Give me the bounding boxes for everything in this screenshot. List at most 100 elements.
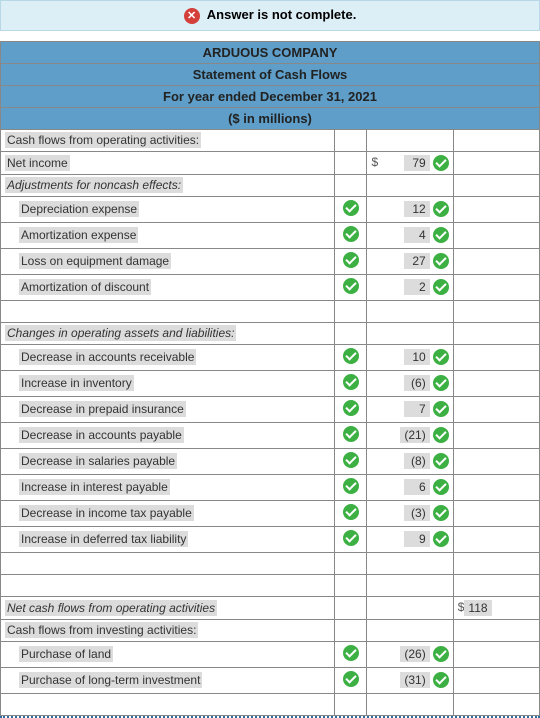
line-item-label: Loss on equipment damage (19, 253, 171, 269)
check-icon (433, 427, 449, 443)
check-icon (433, 505, 449, 521)
header-units: ($ in millions) (1, 107, 540, 129)
table-row: Loss on equipment damage 27 (1, 248, 540, 274)
dotted-separator (0, 716, 540, 718)
check-icon (343, 252, 359, 268)
line-item-value: (8) (404, 453, 430, 469)
line-item-label: Decrease in prepaid insurance (19, 401, 186, 417)
check-icon (433, 479, 449, 495)
dollar-sign: $ (458, 600, 465, 614)
check-icon (343, 226, 359, 242)
line-item-value: (6) (404, 375, 430, 391)
status-banner: ✕ Answer is not complete. (0, 0, 540, 31)
table-row: Amortization expense 4 (1, 222, 540, 248)
check-icon (433, 227, 449, 243)
check-icon (343, 374, 359, 390)
check-icon (343, 671, 359, 687)
table-row: Decrease in salaries payable (8) (1, 448, 540, 474)
check-icon (433, 349, 449, 365)
line-item-label: Increase in inventory (19, 375, 134, 391)
table-row (1, 300, 540, 322)
table-row (1, 574, 540, 596)
line-item-value: 4 (404, 227, 430, 243)
line-item-label: Increase in deferred tax liability (19, 531, 188, 547)
cashflow-table: ARDUOUS COMPANY Statement of Cash Flows … (0, 41, 540, 716)
check-icon (433, 646, 449, 662)
check-icon (433, 401, 449, 417)
table-row: Decrease in income tax payable (3) (1, 500, 540, 526)
check-icon (343, 504, 359, 520)
check-icon (433, 253, 449, 269)
check-icon (343, 348, 359, 364)
adjustments-header: Adjustments for noncash effects: (5, 177, 183, 193)
line-item-value: 7 (404, 401, 430, 417)
table-row: Cash flows from operating activities: (1, 129, 540, 151)
line-item-label: Purchase of land (19, 646, 113, 662)
line-item-value: (31) (400, 672, 429, 688)
line-item-label: Increase in interest payable (19, 479, 170, 495)
table-row: Net income $ 79 (1, 151, 540, 174)
line-item-label: Depreciation expense (19, 201, 139, 217)
check-icon (433, 279, 449, 295)
table-row: Depreciation expense 12 (1, 196, 540, 222)
table-row: Decrease in accounts receivable 10 (1, 344, 540, 370)
check-icon (343, 426, 359, 442)
table-row: Increase in deferred tax liability 9 (1, 526, 540, 552)
line-item-value: 9 (404, 531, 430, 547)
table-row: Changes in operating assets and liabilit… (1, 322, 540, 344)
net-operating-value: 118 (464, 600, 491, 616)
net-income-label: Net income (5, 155, 70, 171)
check-icon (343, 478, 359, 494)
line-item-value: 10 (404, 349, 430, 365)
check-icon (433, 155, 449, 171)
check-icon (343, 452, 359, 468)
table-row: Amortization of discount 2 (1, 274, 540, 300)
line-item-value: (26) (400, 646, 429, 662)
table-row (1, 552, 540, 574)
table-row: Purchase of land (26) (1, 641, 540, 667)
table-row: Net cash flows from operating activities… (1, 596, 540, 619)
table-row: Adjustments for noncash effects: (1, 174, 540, 196)
error-icon: ✕ (184, 8, 200, 24)
check-icon (433, 531, 449, 547)
table-row (1, 693, 540, 715)
line-item-value: 27 (404, 253, 430, 269)
net-operating-label: Net cash flows from operating activities (5, 600, 217, 616)
header-period: For year ended December 31, 2021 (1, 85, 540, 107)
check-icon (433, 672, 449, 688)
dollar-sign: $ (371, 155, 378, 169)
check-icon (343, 400, 359, 416)
line-item-value: 12 (404, 201, 430, 217)
check-icon (433, 201, 449, 217)
check-icon (343, 645, 359, 661)
check-icon (343, 278, 359, 294)
table-row: Increase in interest payable 6 (1, 474, 540, 500)
investing-header: Cash flows from investing activities: (5, 622, 198, 638)
line-item-label: Decrease in accounts receivable (19, 349, 196, 365)
line-item-value: 2 (404, 279, 430, 295)
net-income-value: 79 (404, 155, 430, 171)
line-item-label: Decrease in salaries payable (19, 453, 177, 469)
check-icon (433, 375, 449, 391)
table-row: Decrease in accounts payable (21) (1, 422, 540, 448)
check-icon (343, 530, 359, 546)
line-item-label: Decrease in accounts payable (19, 427, 184, 443)
check-icon (433, 453, 449, 469)
line-item-value: (21) (400, 427, 429, 443)
header-statement: Statement of Cash Flows (1, 63, 540, 85)
table-row: Cash flows from investing activities: (1, 619, 540, 641)
operating-header: Cash flows from operating activities: (5, 132, 201, 148)
line-item-value: (3) (404, 505, 430, 521)
table-row: Decrease in prepaid insurance 7 (1, 396, 540, 422)
header-company: ARDUOUS COMPANY (1, 41, 540, 63)
line-item-label: Decrease in income tax payable (19, 505, 194, 521)
table-row: Purchase of long-term investment (31) (1, 667, 540, 693)
check-icon (343, 200, 359, 216)
changes-header: Changes in operating assets and liabilit… (5, 325, 236, 341)
line-item-label: Purchase of long-term investment (19, 672, 202, 688)
line-item-value: 6 (404, 479, 430, 495)
line-item-label: Amortization expense (19, 227, 138, 243)
line-item-label: Amortization of discount (19, 279, 151, 295)
table-row: Increase in inventory (6) (1, 370, 540, 396)
banner-text: Answer is not complete. (207, 7, 357, 22)
